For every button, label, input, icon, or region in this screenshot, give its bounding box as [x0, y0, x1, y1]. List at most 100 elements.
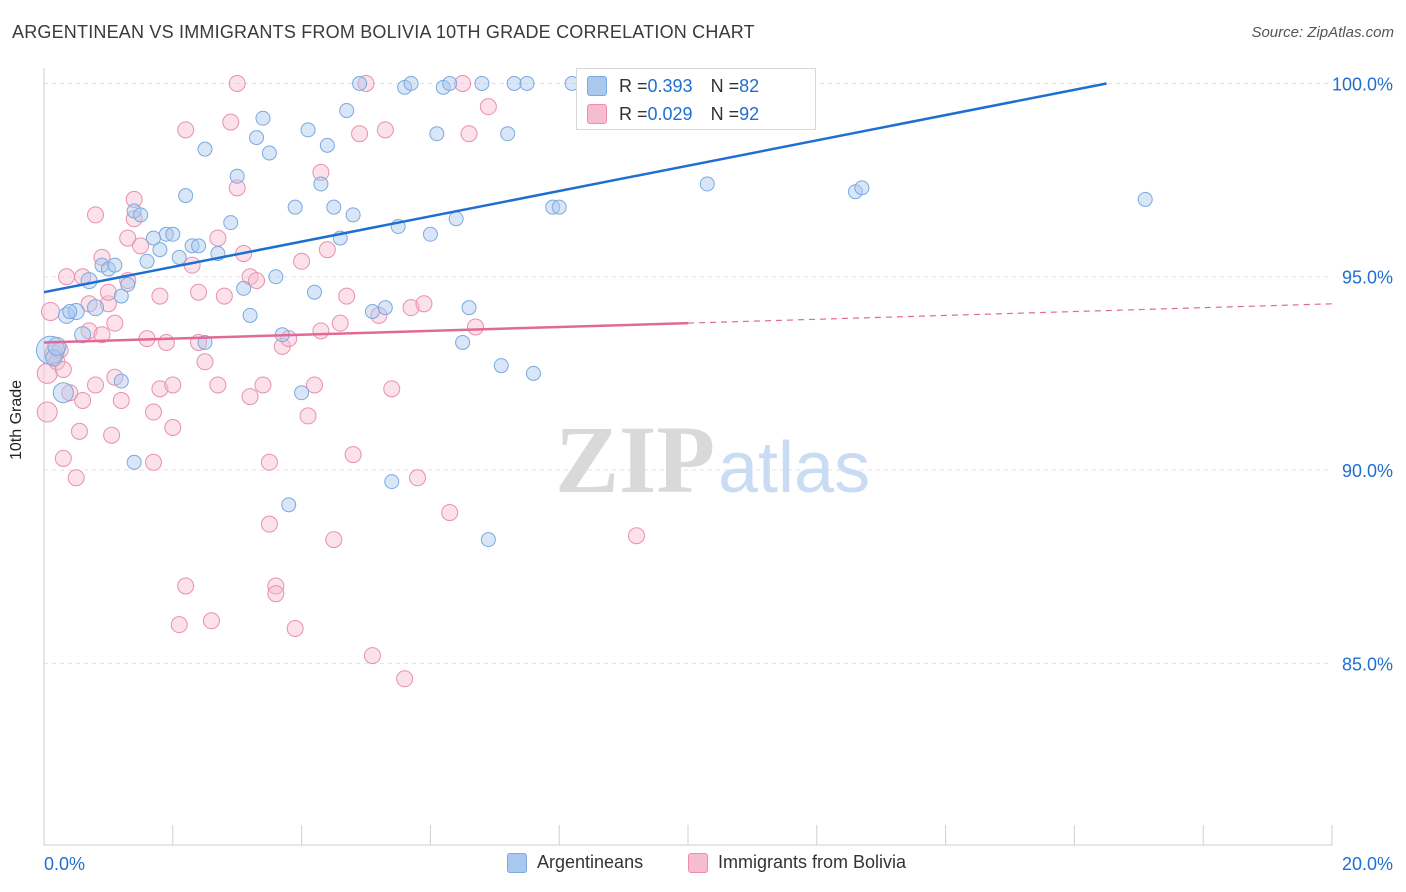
point-bolivia [293, 252, 311, 270]
point-argentineans [442, 75, 458, 91]
legend-label-argentineans: Argentineans [537, 852, 644, 872]
inset-n-value: 92 [739, 103, 760, 124]
point-argentineans [120, 276, 136, 292]
legend-item-argentineans[interactable]: Argentineans [507, 852, 643, 873]
point-argentineans [145, 230, 161, 246]
y-tick-label: 95.0% [1342, 268, 1393, 288]
point-bolivia [409, 469, 427, 487]
point-bolivia [441, 504, 459, 522]
inset-r-value: 0.393 [647, 75, 693, 96]
point-bolivia [376, 121, 394, 139]
point-bolivia [383, 380, 401, 398]
inset-n-value: 82 [739, 75, 760, 96]
point-bolivia [103, 426, 121, 444]
point-argentineans [854, 180, 870, 196]
point-bolivia [106, 314, 124, 332]
point-bolivia [460, 125, 478, 143]
point-argentineans [699, 176, 715, 192]
series-argentineans-points [35, 75, 1153, 548]
inset-swatch-blue [587, 76, 607, 96]
inset-r-value: 0.029 [647, 103, 693, 124]
point-argentineans [47, 336, 67, 356]
point-bolivia [70, 422, 88, 440]
point-argentineans [281, 497, 297, 513]
point-argentineans [525, 365, 541, 381]
point-argentineans [261, 145, 277, 161]
point-argentineans [236, 280, 252, 296]
legend-swatch-pink [688, 852, 708, 873]
point-argentineans [294, 385, 310, 401]
y-tick-label: 90.0% [1342, 461, 1393, 481]
point-argentineans [461, 300, 477, 316]
point-argentineans [1137, 191, 1153, 207]
point-bolivia [196, 353, 214, 371]
point-bolivia [202, 612, 220, 630]
point-argentineans [352, 75, 368, 91]
point-bolivia [190, 283, 208, 301]
point-bolivia [119, 229, 137, 247]
point-argentineans [403, 75, 419, 91]
chart-title: ARGENTINEAN VS IMMIGRANTS FROM BOLIVIA 1… [12, 22, 755, 42]
point-bolivia [305, 376, 323, 394]
point-argentineans [133, 207, 149, 223]
point-bolivia [87, 206, 105, 224]
point-argentineans [178, 188, 194, 204]
point-argentineans [429, 126, 445, 142]
point-argentineans [455, 334, 471, 350]
trend-line-bolivia [43, 321, 689, 344]
point-bolivia [260, 453, 278, 471]
point-bolivia [67, 469, 85, 487]
point-bolivia [267, 585, 285, 603]
point-argentineans [126, 454, 142, 470]
legend-item-bolivia[interactable]: Immigrants from Bolivia [688, 852, 906, 873]
point-bolivia [164, 376, 182, 394]
x-tick-label: 0.0% [44, 854, 85, 874]
point-bolivia [151, 287, 169, 305]
point-argentineans [319, 137, 335, 153]
point-bolivia [36, 401, 58, 423]
point-bolivia [157, 333, 175, 351]
point-argentineans [87, 299, 105, 317]
point-argentineans [551, 199, 567, 215]
tick-labels: 100.0% 95.0% 90.0% 85.0% 0.0% 20.0% [44, 74, 1393, 874]
point-bolivia [396, 670, 414, 688]
point-argentineans [242, 307, 258, 323]
point-argentineans [139, 253, 155, 269]
inset-n-label: N = [710, 75, 740, 96]
point-bolivia [370, 306, 388, 324]
point-argentineans [448, 211, 464, 227]
trend-line-argentineans [43, 82, 1107, 294]
point-bolivia [248, 272, 266, 290]
point-bolivia [125, 210, 143, 228]
point-argentineans [384, 474, 400, 490]
watermark-zip: ZIP [555, 406, 715, 513]
point-bolivia [363, 647, 381, 665]
point-argentineans [223, 215, 239, 231]
point-argentineans [171, 249, 187, 265]
watermark: ZIP atlas [555, 406, 870, 513]
point-bolivia [454, 74, 472, 92]
point-bolivia [99, 295, 117, 313]
point-bolivia [112, 391, 130, 409]
point-bolivia [286, 620, 304, 638]
inset-r-label: R = [619, 103, 648, 124]
point-argentineans [339, 103, 355, 119]
point-bolivia [415, 295, 433, 313]
point-bolivia [228, 179, 246, 197]
point-bolivia [209, 376, 227, 394]
point-argentineans [519, 75, 535, 91]
point-argentineans [377, 300, 393, 316]
point-argentineans [300, 122, 316, 138]
point-bolivia [479, 98, 497, 116]
point-argentineans [506, 75, 522, 91]
point-bolivia [351, 125, 369, 143]
point-bolivia [215, 287, 233, 305]
point-bolivia [40, 302, 60, 322]
point-bolivia [627, 527, 645, 545]
point-bolivia [54, 449, 72, 467]
watermark-atlas: atlas [718, 428, 870, 508]
point-argentineans [255, 110, 271, 126]
point-argentineans [326, 199, 342, 215]
point-argentineans [107, 257, 123, 273]
point-argentineans [45, 349, 63, 367]
